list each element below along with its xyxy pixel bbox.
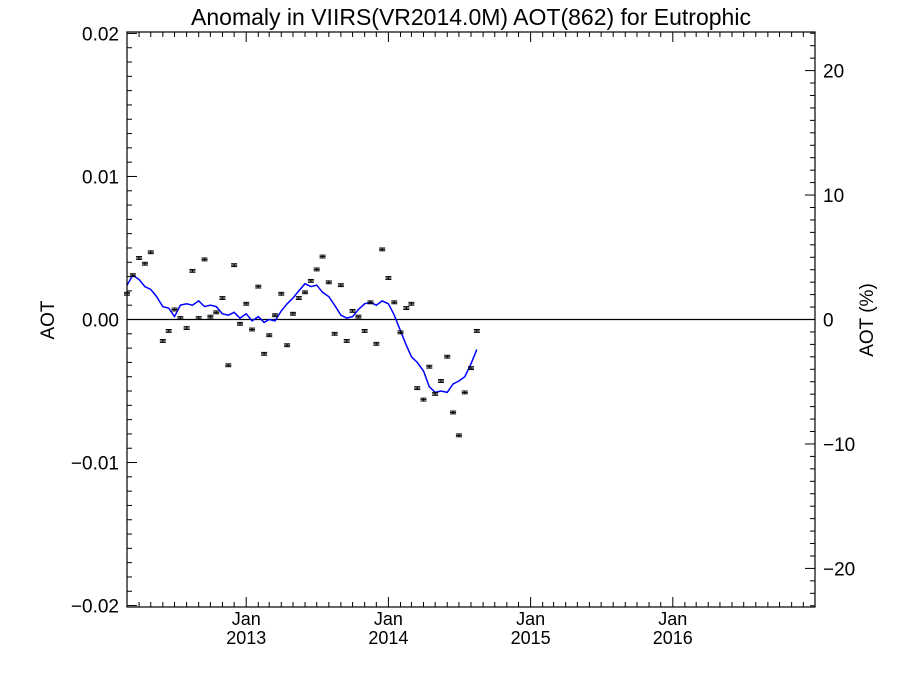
- data-point: [147, 250, 154, 255]
- data-point: [361, 329, 368, 333]
- data-point: [313, 267, 320, 272]
- y-axis-label: AOT: [38, 300, 59, 339]
- y-tick-label: 0.01: [82, 167, 119, 188]
- data-point: [261, 351, 268, 356]
- data-point: [201, 257, 208, 262]
- y-tick-label: −0.02: [71, 597, 119, 618]
- x-tick-month: Jan: [232, 609, 261, 629]
- data-point: [255, 284, 262, 289]
- data-point: [171, 307, 178, 312]
- data-point: [385, 276, 392, 280]
- data-point: [295, 296, 302, 300]
- data-point: [231, 263, 238, 268]
- data-point: [349, 308, 356, 313]
- data-point: [337, 283, 344, 288]
- trend-layer: [126, 274, 478, 394]
- x-tick-year: 2013: [226, 628, 266, 648]
- data-point: [414, 386, 421, 391]
- data-point: [420, 397, 427, 402]
- data-point: [136, 256, 143, 260]
- data-point: [249, 327, 256, 332]
- data-point: [272, 313, 279, 318]
- points-layer: [124, 247, 480, 438]
- data-point: [408, 301, 415, 306]
- x-tick-year: 2015: [511, 628, 551, 648]
- y2-tick-label: 0: [823, 311, 834, 332]
- data-point: [373, 341, 380, 346]
- data-point: [461, 390, 468, 395]
- data-point: [391, 300, 398, 305]
- data-point: [219, 296, 226, 300]
- y-tick-label: −0.01: [71, 454, 119, 475]
- data-point: [468, 366, 474, 371]
- data-point: [302, 290, 309, 295]
- data-point: [307, 278, 314, 283]
- y-tick-label: 0.02: [82, 24, 119, 45]
- data-point: [367, 300, 374, 305]
- y-tick-label: 0.00: [82, 311, 119, 332]
- data-point: [289, 311, 296, 316]
- data-point: [319, 254, 326, 259]
- data-point: [213, 310, 220, 315]
- y2-tick-label: −10: [823, 435, 855, 456]
- data-point: [397, 330, 404, 335]
- x-tick-month: Jan: [516, 609, 545, 629]
- data-point: [444, 354, 451, 359]
- data-point: [225, 363, 232, 368]
- data-point: [159, 339, 166, 343]
- data-point: [177, 316, 184, 320]
- y2-tick-label: −20: [823, 559, 855, 580]
- y2-tick-label: 10: [823, 186, 844, 207]
- x-tick-month: Jan: [374, 609, 403, 629]
- data-point: [207, 314, 214, 319]
- data-point: [473, 329, 480, 333]
- chart-title: Anomaly in VIIRS(VR2014.0M) AOT(862) for…: [191, 4, 751, 30]
- trend-line: [126, 274, 478, 394]
- data-point: [243, 301, 250, 306]
- data-point: [450, 410, 457, 415]
- data-point: [403, 306, 410, 310]
- x-tick-month: Jan: [658, 609, 687, 629]
- data-point: [284, 343, 291, 348]
- data-point: [379, 247, 386, 252]
- data-point: [426, 364, 433, 369]
- data-point: [438, 379, 445, 383]
- x-tick-year: 2014: [368, 628, 408, 648]
- y2-axis-label: AOT (%): [857, 283, 878, 357]
- data-point: [331, 331, 338, 336]
- data-point: [455, 433, 462, 438]
- data-point: [195, 316, 202, 320]
- data-point: [189, 268, 196, 273]
- data-point: [141, 261, 148, 266]
- data-point: [325, 280, 332, 285]
- data-point: [343, 339, 350, 343]
- x-tick-year: 2016: [653, 628, 693, 648]
- y2-tick-label: 20: [823, 62, 844, 83]
- data-point: [355, 314, 362, 319]
- data-point: [183, 326, 190, 331]
- data-point: [236, 321, 243, 326]
- data-point: [278, 291, 285, 296]
- data-point: [165, 329, 172, 333]
- data-point: [432, 391, 439, 396]
- data-point: [266, 333, 273, 338]
- axes-layer: 0.020.010.00−0.01−0.0220100−10−20Jan2013…: [71, 24, 855, 648]
